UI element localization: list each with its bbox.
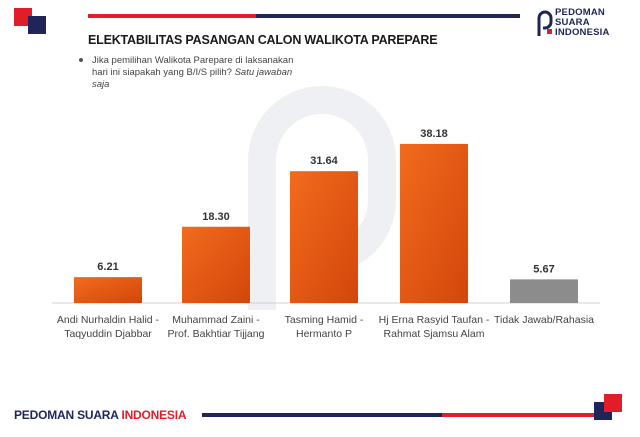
bar-value-label-5: 5.67 [533,263,554,275]
bar-3 [290,171,358,303]
question-italic: Satu jawaban saja [92,67,293,90]
question-plain: Jika pemilihan Walikota Parepare di laks… [92,55,294,78]
category-label-2-line-1: Muhammad Zaini - [172,314,260,326]
question-text: Jika pemilihan Walikota Parepare di laks… [92,55,302,91]
brand-logo: PEDOMAN SUARA INDONESIA [535,6,635,40]
category-label-3-line-1: Tasming Hamid - [285,314,364,326]
bar-5 [510,279,578,303]
bar-2 [182,226,250,303]
bar-value-label-2: 18.30 [202,211,230,223]
bar-value-label-4: 38.18 [420,128,448,140]
top-divider [88,14,520,18]
category-label-1-line-2: Taqyuddin Djabbar [64,328,152,340]
watermark-logo [248,86,396,310]
bar-value-label-1: 6.21 [97,261,118,273]
bullet-dot [79,58,83,62]
bottom-divider [202,413,594,417]
bar-1 [74,277,142,303]
footer-brand: PEDOMAN SUARA INDONESIA [14,408,187,422]
bar-value-label-3: 31.64 [310,155,338,167]
category-label-4-line-2: Rahmat Sjamsu Alam [384,328,485,340]
category-label-3-line-2: Hermanto P [296,328,352,340]
category-label-5-line-1: Tidak Jawab/Rahasia [494,314,594,326]
ps-logo-mark-icon [537,10,553,36]
logo-wordmark: PEDOMAN SUARA INDONESIA [555,7,610,38]
category-label-4-line-1: Hj Erna Rasyid Taufan - [379,314,490,326]
category-label-2-line-2: Prof. Bakhtiar Tijjang [168,328,265,340]
category-label-1-line-1: Andi Nurhaldin Halid - [57,314,160,326]
bar-4 [400,143,468,303]
corner-square-red-bottom [604,394,622,412]
chart-title: ELEKTABILITAS PASANGAN CALON WALIKOTA PA… [88,33,438,47]
corner-square-red [14,8,32,26]
corner-square-navy [28,16,46,34]
